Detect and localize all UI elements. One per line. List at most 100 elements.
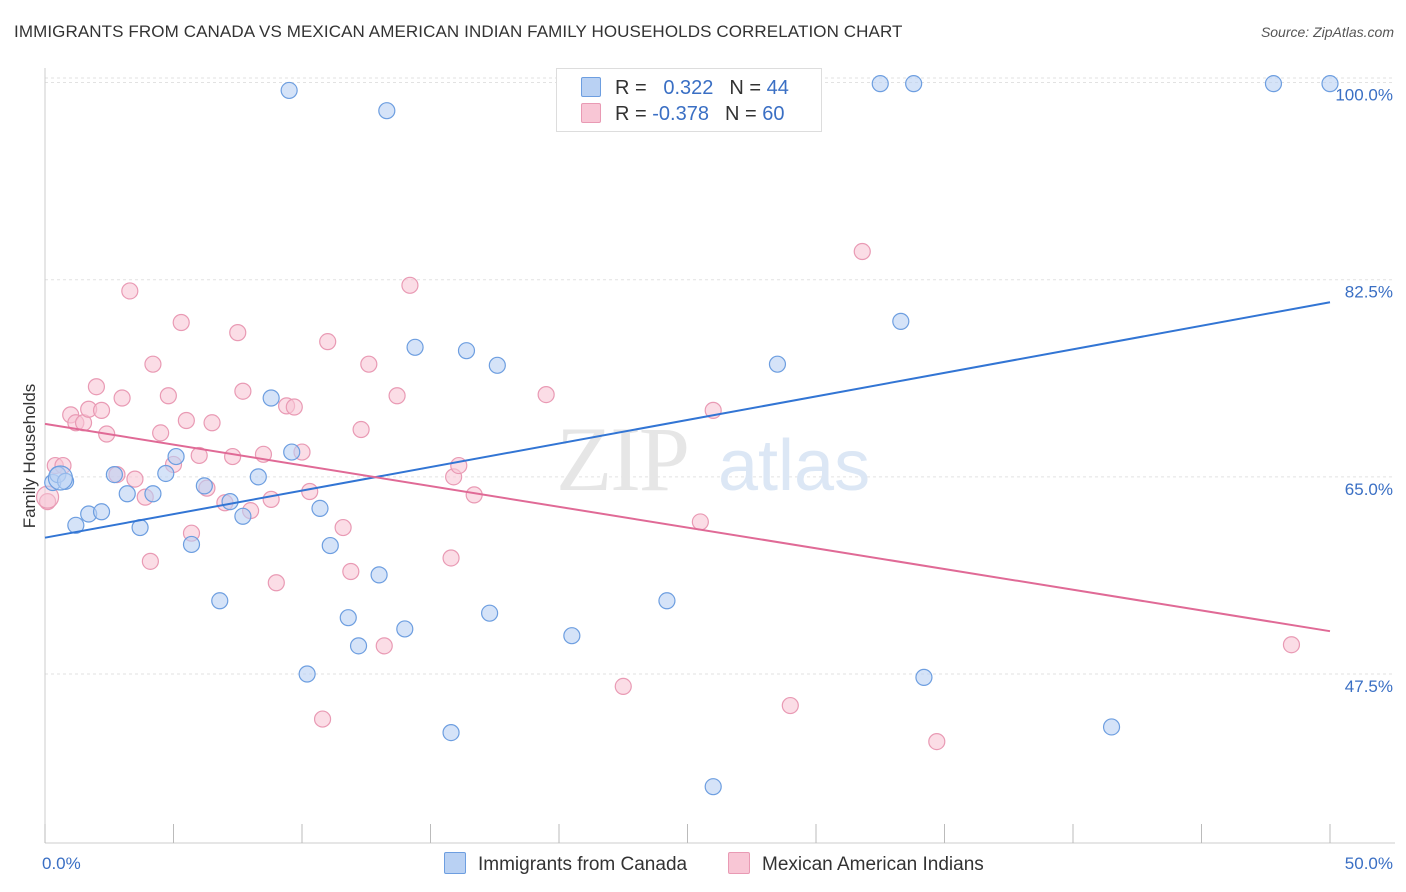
data-point-mexican bbox=[928, 733, 946, 751]
bottom-legend-swatch-blue bbox=[444, 852, 466, 874]
data-point-canada bbox=[378, 102, 396, 120]
data-point-canada bbox=[67, 516, 85, 534]
legend-swatch-blue bbox=[581, 77, 601, 97]
trend-line-mexican bbox=[44, 422, 1331, 633]
data-point-canada bbox=[167, 447, 185, 466]
y-tick-label: 65.0% bbox=[1345, 480, 1393, 499]
data-point-canada bbox=[182, 535, 201, 554]
bottom-legend-label-canada: Immigrants from Canada bbox=[478, 854, 688, 875]
data-point-mexican bbox=[1282, 636, 1301, 654]
data-point-mexican bbox=[121, 282, 139, 300]
data-point-mexican bbox=[442, 549, 460, 567]
chart-title: IMMIGRANTS FROM CANADA VS MEXICAN AMERIC… bbox=[14, 22, 903, 41]
trend-line-canada bbox=[44, 301, 1331, 539]
bottom-legend-label-mexican: Mexican American Indians bbox=[762, 854, 984, 875]
data-point-canada bbox=[481, 604, 499, 622]
data-point-canada bbox=[768, 355, 787, 373]
bottom-legend-swatch-pink bbox=[728, 852, 750, 874]
y-tick-label: 82.5% bbox=[1345, 283, 1393, 302]
legend-n-value: 44 bbox=[766, 77, 789, 99]
data-point-canada bbox=[283, 443, 301, 461]
data-point-canada bbox=[1264, 75, 1283, 93]
data-point-canada bbox=[249, 468, 267, 486]
data-point-mexican bbox=[853, 242, 871, 261]
data-point-mexican bbox=[319, 333, 337, 351]
y-axis-label: Family Households bbox=[20, 383, 39, 529]
legend-r-value: -0.378 bbox=[652, 103, 709, 125]
data-point-canada bbox=[1102, 718, 1121, 736]
legend-swatch-pink bbox=[581, 103, 601, 123]
data-point-mexican bbox=[342, 562, 360, 581]
data-point-canada bbox=[488, 356, 506, 374]
data-point-mexican bbox=[334, 518, 352, 537]
data-point-mexican bbox=[141, 552, 159, 570]
data-point-mexican bbox=[234, 382, 252, 400]
legend-r-value: 0.322 bbox=[663, 77, 714, 99]
source-label: Source: ZipAtlas.com bbox=[1260, 24, 1394, 40]
axes bbox=[44, 68, 1395, 844]
data-point-canada bbox=[105, 465, 123, 484]
data-point-canada bbox=[221, 493, 239, 511]
data-point-mexican bbox=[113, 389, 131, 407]
data-point-canada bbox=[321, 536, 339, 555]
legend-row-mexican: R = -0.378 N = 60 bbox=[581, 103, 784, 129]
data-point-mexican bbox=[159, 387, 177, 405]
data-point-mexican bbox=[537, 386, 555, 404]
data-point-canada bbox=[211, 592, 229, 610]
data-point-mexican bbox=[360, 355, 378, 373]
series-immigrants-from-canada-points bbox=[44, 75, 1339, 796]
data-point-canada bbox=[370, 566, 388, 584]
data-point-canada bbox=[658, 592, 676, 610]
data-point-canada bbox=[280, 81, 298, 100]
x-tick-label: 50.0% bbox=[1345, 854, 1393, 873]
data-point-mexican bbox=[144, 355, 162, 373]
legend-row-canada: R = 0.322 N = 44 bbox=[581, 77, 789, 103]
grid-lines bbox=[45, 77, 1395, 675]
x-tick-label: 0.0% bbox=[42, 854, 81, 873]
data-point-canada bbox=[262, 389, 280, 407]
data-point-canada bbox=[442, 723, 460, 742]
data-point-canada bbox=[349, 637, 368, 655]
data-point-mexican bbox=[388, 387, 406, 405]
data-point-canada bbox=[704, 778, 722, 796]
bottom-legend-mexican: Mexican American Indians bbox=[728, 852, 984, 876]
data-point-mexican bbox=[190, 446, 208, 465]
data-point-canada bbox=[144, 485, 162, 503]
data-point-canada bbox=[311, 499, 329, 517]
data-point-canada bbox=[457, 342, 476, 360]
data-point-mexican bbox=[285, 398, 303, 416]
bottom-legend-canada: Immigrants from Canada bbox=[444, 852, 687, 876]
data-point-canada bbox=[406, 338, 424, 356]
data-point-canada bbox=[563, 627, 581, 645]
legend-n-value: 60 bbox=[762, 103, 785, 125]
correlation-legend: R = 0.322 N = 44 R = -0.378 N = 60 bbox=[556, 68, 822, 132]
data-point-canada bbox=[298, 665, 316, 683]
watermark-zip: ZIP bbox=[556, 408, 688, 510]
legend-r-label: R = bbox=[615, 103, 647, 125]
data-point-mexican bbox=[262, 490, 280, 508]
data-point-mexican bbox=[375, 637, 393, 655]
data-point-mexican bbox=[267, 574, 285, 592]
data-point-mexican bbox=[177, 411, 195, 430]
data-point-canada bbox=[396, 620, 414, 638]
y-tick-label: 47.5% bbox=[1345, 677, 1393, 696]
data-point-canada bbox=[339, 609, 357, 627]
data-point-canada-cluster bbox=[47, 465, 74, 491]
legend-n-label: N = bbox=[724, 103, 757, 125]
trend-lines bbox=[44, 301, 1331, 633]
data-point-canada bbox=[234, 507, 252, 525]
data-point-mexican bbox=[691, 513, 709, 531]
data-point-mexican bbox=[313, 710, 332, 728]
data-point-canada bbox=[1321, 75, 1339, 93]
data-point-mexican bbox=[87, 378, 106, 396]
data-point-mexican bbox=[172, 313, 190, 332]
data-point-canada bbox=[892, 312, 910, 330]
data-point-canada bbox=[157, 464, 175, 483]
data-point-mexican bbox=[92, 401, 111, 419]
data-point-mexican bbox=[352, 420, 370, 439]
data-point-canada bbox=[195, 477, 213, 495]
data-point-mexican bbox=[781, 696, 799, 715]
data-point-mexican bbox=[301, 482, 319, 501]
data-point-canada bbox=[871, 75, 889, 93]
